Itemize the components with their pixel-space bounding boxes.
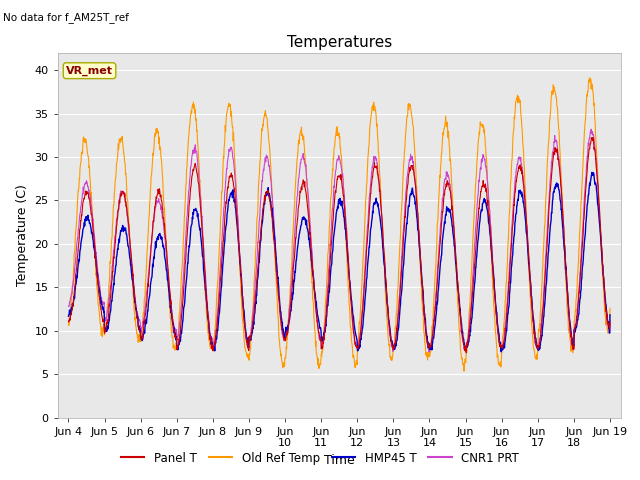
Old Ref Temp [106,260,114,266]
HMP45 T [372,200,380,205]
Old Ref Temp [586,75,594,81]
CNR1 PRT [372,156,380,162]
Legend: Panel T, Old Ref Temp, HMP45 T, CNR1 PRT: Panel T, Old Ref Temp, HMP45 T, CNR1 PRT [116,447,524,469]
CNR1 PRT [316,336,323,342]
HMP45 T [588,169,596,175]
Line: HMP45 T: HMP45 T [68,172,610,352]
HMP45 T [305,239,313,244]
Old Ref Temp [65,321,72,327]
Panel T [462,350,470,356]
CNR1 PRT [294,180,302,186]
Old Ref Temp [129,276,136,282]
Old Ref Temp [294,144,302,150]
Old Ref Temp [606,305,614,311]
HMP45 T [316,320,323,326]
HMP45 T [294,240,302,246]
HMP45 T [106,309,114,315]
Text: VR_met: VR_met [66,66,113,76]
CNR1 PRT [305,209,313,215]
Title: Temperatures: Temperatures [287,35,392,50]
Panel T [316,331,323,336]
CNR1 PRT [65,303,72,309]
CNR1 PRT [588,126,595,132]
CNR1 PRT [606,321,614,327]
Panel T [65,318,72,324]
HMP45 T [65,313,72,319]
CNR1 PRT [129,265,136,271]
HMP45 T [606,312,614,318]
X-axis label: Time: Time [324,454,355,467]
CNR1 PRT [106,283,114,289]
Panel T [606,318,614,324]
Panel T [129,265,136,271]
HMP45 T [129,277,136,283]
Line: Old Ref Temp: Old Ref Temp [68,78,610,371]
Old Ref Temp [305,230,313,236]
HMP45 T [497,349,505,355]
Y-axis label: Temperature (C): Temperature (C) [16,184,29,286]
Old Ref Temp [316,362,323,368]
Panel T [372,163,380,169]
Line: CNR1 PRT: CNR1 PRT [68,129,610,352]
CNR1 PRT [425,349,433,355]
Text: No data for f_AM25T_ref: No data for f_AM25T_ref [3,12,129,23]
Panel T [106,295,114,301]
Line: Panel T: Panel T [68,137,610,353]
Old Ref Temp [460,368,468,374]
Old Ref Temp [372,123,380,129]
Panel T [305,220,313,226]
Panel T [589,134,596,140]
Panel T [294,205,302,211]
